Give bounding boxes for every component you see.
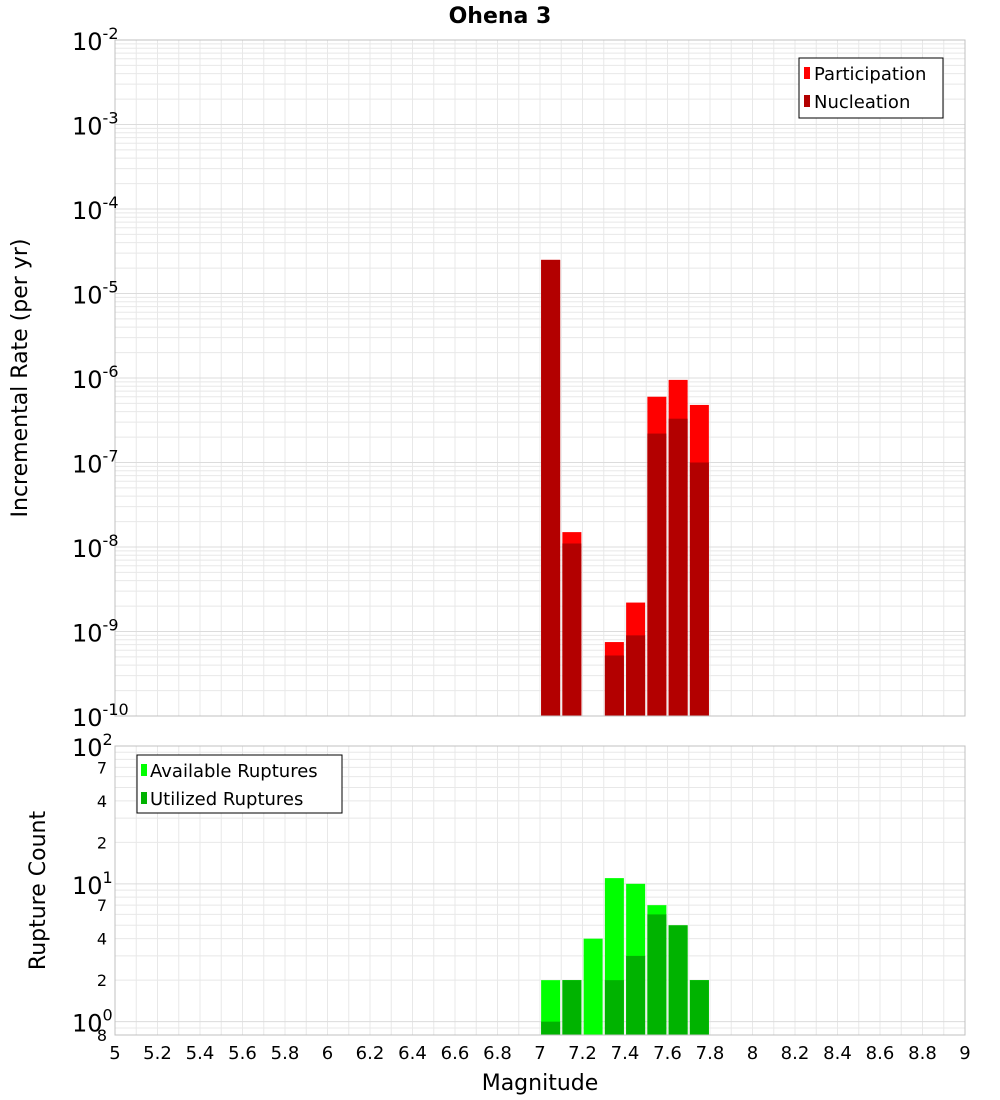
x-tick-label: 6.8 xyxy=(483,1043,512,1064)
utilized-ruptures-bar xyxy=(562,980,582,1035)
x-tick-label: 8.2 xyxy=(781,1043,810,1064)
utilized-legend-swatch xyxy=(141,792,147,804)
x-axis-label: Magnitude xyxy=(482,1071,599,1096)
available-ruptures-bar xyxy=(583,938,603,1035)
available-legend-swatch xyxy=(141,764,147,776)
x-tick-label: 9 xyxy=(959,1043,970,1064)
bottom-y-tick-label: 101 xyxy=(72,868,113,900)
utilized-ruptures-bar xyxy=(626,955,646,1035)
top-y-axis-label: Incremental Rate (per yr) xyxy=(8,239,33,518)
utilized-ruptures-bar xyxy=(647,914,667,1035)
top-y-tick-label: 10-8 xyxy=(72,531,119,563)
x-tick-label: 7.8 xyxy=(696,1043,725,1064)
bottom-y-tick-label: 102 xyxy=(72,730,113,762)
bottom-y-minor-tick-label: 2 xyxy=(97,971,107,990)
utilized-ruptures-bar xyxy=(689,980,709,1035)
utilized-ruptures-bar xyxy=(541,1021,561,1035)
x-tick-label: 8.6 xyxy=(866,1043,895,1064)
top-y-tick-label: 10-4 xyxy=(72,193,119,225)
top-y-tick-label: 10-9 xyxy=(72,616,119,648)
bottom-y-minor-tick-label: 4 xyxy=(97,792,107,811)
x-tick-label: 5.2 xyxy=(143,1043,172,1064)
chart-title: Ohena 3 xyxy=(448,4,552,29)
nucleation-bar xyxy=(626,635,646,716)
x-tick-label: 8 xyxy=(747,1043,758,1064)
x-tick-label: 7 xyxy=(534,1043,545,1064)
nucleation-legend-swatch xyxy=(804,95,810,107)
bottom-y-minor-tick-label: 7 xyxy=(97,758,107,777)
x-tick-label: 5.4 xyxy=(186,1043,215,1064)
utilized-ruptures-bar xyxy=(604,980,624,1035)
x-tick-label: 6.2 xyxy=(356,1043,385,1064)
x-tick-label: 6.6 xyxy=(441,1043,470,1064)
top-y-tick-label: 10-5 xyxy=(72,278,119,310)
x-tick-label: 7.2 xyxy=(568,1043,597,1064)
top-y-tick-label: 10-10 xyxy=(72,700,129,732)
bottom-y-tick-label: 100 xyxy=(72,1006,113,1038)
top-plot-frame xyxy=(114,39,966,717)
top-y-tick-label: 10-2 xyxy=(72,24,119,56)
x-tick-label: 6.4 xyxy=(398,1043,427,1064)
top-y-tick-label: 10-3 xyxy=(72,109,119,141)
participation-legend-swatch xyxy=(804,67,810,79)
utilized-legend-label: Utilized Ruptures xyxy=(150,789,303,810)
top-legend-box xyxy=(798,57,944,119)
nucleation-bar xyxy=(562,543,582,716)
x-tick-label: 6 xyxy=(322,1043,333,1064)
bottom-legend-box xyxy=(136,754,343,814)
nucleation-bar xyxy=(604,655,624,716)
x-tick-label: 7.4 xyxy=(611,1043,640,1064)
nucleation-legend-label: Nucleation xyxy=(814,92,910,113)
nucleation-bar xyxy=(541,259,561,716)
x-tick-label: 8.8 xyxy=(908,1043,937,1064)
utilized-ruptures-bar xyxy=(668,925,688,1035)
x-tick-label: 5.6 xyxy=(228,1043,257,1064)
x-tick-label: 8.4 xyxy=(823,1043,852,1064)
top-y-tick-label: 10-6 xyxy=(72,362,119,394)
x-tick-label: 5.8 xyxy=(271,1043,300,1064)
bottom-y-minor-tick-label: 8 xyxy=(97,1026,107,1045)
nucleation-bar xyxy=(668,418,688,716)
bottom-y-axis-label: Rupture Count xyxy=(26,811,51,971)
available-ruptures-bar xyxy=(541,980,561,1035)
top-y-tick-label: 10-7 xyxy=(72,447,119,479)
nucleation-bar xyxy=(689,462,709,716)
bottom-y-minor-tick-label: 4 xyxy=(97,930,107,949)
x-tick-label: 7.6 xyxy=(653,1043,682,1064)
bottom-plot-frame xyxy=(114,745,966,1036)
x-tick-label: 5 xyxy=(109,1043,120,1064)
participation-legend-label: Participation xyxy=(814,64,926,85)
nucleation-bar xyxy=(647,433,667,716)
available-legend-label: Available Ruptures xyxy=(150,761,318,782)
bottom-y-minor-tick-label: 2 xyxy=(97,833,107,852)
bottom-y-minor-tick-label: 7 xyxy=(97,896,107,915)
